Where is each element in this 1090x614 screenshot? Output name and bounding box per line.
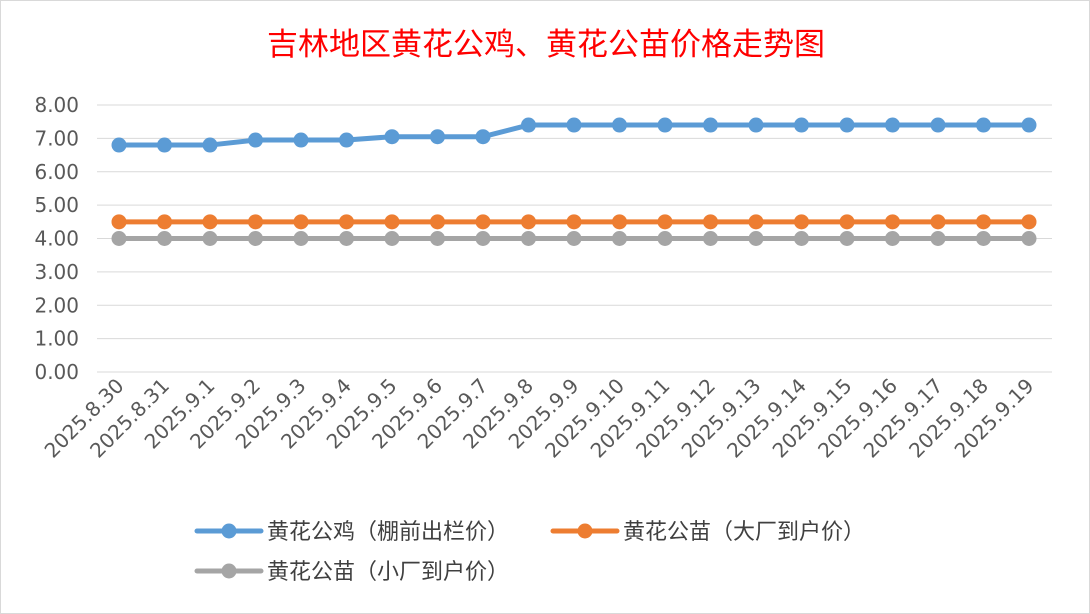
y-tick-label: 1.00 bbox=[34, 327, 79, 351]
data-point bbox=[976, 231, 991, 246]
data-point bbox=[703, 117, 718, 133]
data-point bbox=[566, 214, 582, 230]
y-tick-label: 0.00 bbox=[34, 360, 79, 384]
data-point bbox=[1021, 231, 1037, 246]
data-point bbox=[339, 231, 354, 246]
y-tick-label: 5.00 bbox=[34, 193, 79, 217]
data-point bbox=[703, 231, 718, 246]
data-point bbox=[293, 214, 309, 230]
data-point bbox=[430, 214, 445, 230]
data-point bbox=[111, 214, 127, 230]
data-point bbox=[566, 117, 582, 133]
legend-label: 黄花公苗（大厂到户价） bbox=[623, 520, 865, 545]
data-point bbox=[794, 214, 809, 230]
x-axis-ticks: 2025.8.302025.8.312025.9.12025.9.22025.9… bbox=[40, 374, 1039, 463]
data-point bbox=[930, 117, 946, 133]
data-point bbox=[202, 214, 218, 230]
data-point bbox=[1021, 214, 1037, 230]
legend: 黄花公鸡（棚前出栏价） 黄花公苗（大厂到户价） 黄花公苗（小厂到户价） bbox=[194, 520, 865, 585]
data-point bbox=[293, 132, 309, 148]
legend-label: 黄花公鸡（棚前出栏价） bbox=[267, 520, 509, 545]
data-point bbox=[157, 231, 172, 246]
data-point bbox=[703, 214, 718, 230]
chart-title: 吉林地区黄花公鸡、黄花公苗价格走势图 bbox=[267, 27, 825, 63]
data-point bbox=[339, 132, 354, 148]
data-point bbox=[430, 129, 445, 145]
data-point bbox=[475, 129, 491, 145]
data-point bbox=[748, 117, 764, 133]
data-point bbox=[202, 231, 218, 246]
data-point bbox=[930, 231, 946, 246]
legend-swatch-marker bbox=[577, 523, 593, 539]
data-point bbox=[248, 214, 263, 230]
data-point bbox=[521, 214, 536, 230]
data-point bbox=[248, 231, 263, 246]
data-point bbox=[293, 231, 309, 246]
data-point bbox=[157, 137, 172, 153]
data-point bbox=[521, 117, 536, 133]
data-point bbox=[566, 231, 582, 246]
data-point bbox=[794, 117, 809, 133]
data-point bbox=[976, 214, 991, 230]
y-tick-label: 7.00 bbox=[34, 126, 79, 150]
data-point bbox=[748, 231, 764, 246]
data-point bbox=[794, 231, 809, 246]
data-point bbox=[839, 231, 855, 246]
data-point bbox=[885, 231, 900, 246]
data-point bbox=[248, 132, 263, 148]
data-point bbox=[521, 231, 536, 246]
legend-swatch-marker bbox=[221, 523, 237, 539]
y-tick-label: 8.00 bbox=[34, 93, 79, 117]
data-point bbox=[657, 214, 673, 230]
data-point bbox=[930, 214, 946, 230]
data-point bbox=[885, 214, 900, 230]
data-point bbox=[612, 117, 627, 133]
data-point bbox=[384, 214, 400, 230]
data-point bbox=[885, 117, 900, 133]
y-tick-label: 2.00 bbox=[34, 293, 79, 317]
data-point bbox=[612, 214, 627, 230]
data-point bbox=[612, 231, 627, 246]
y-tick-label: 4.00 bbox=[34, 227, 79, 251]
data-point bbox=[157, 214, 172, 230]
series-group bbox=[111, 117, 1037, 246]
legend-swatch-marker bbox=[221, 563, 237, 579]
y-axis-ticks: 0.00 1.00 2.00 3.00 4.00 5.00 6.00 7.00 8.00 bbox=[34, 93, 79, 384]
data-point bbox=[976, 117, 991, 133]
y-tick-label: 6.00 bbox=[34, 160, 79, 184]
data-point bbox=[475, 231, 491, 246]
data-point bbox=[475, 214, 491, 230]
data-point bbox=[384, 129, 400, 145]
data-point bbox=[111, 231, 127, 246]
data-point bbox=[839, 117, 855, 133]
data-point bbox=[1021, 117, 1037, 133]
legend-label: 黄花公苗（小厂到户价） bbox=[267, 560, 509, 585]
y-tick-label: 3.00 bbox=[34, 260, 79, 284]
data-point bbox=[430, 231, 445, 246]
data-point bbox=[657, 117, 673, 133]
data-point bbox=[384, 231, 400, 246]
data-point bbox=[111, 137, 127, 153]
data-point bbox=[839, 214, 855, 230]
data-point bbox=[748, 214, 764, 230]
data-point bbox=[657, 231, 673, 246]
data-point bbox=[202, 137, 218, 153]
data-point bbox=[339, 214, 354, 230]
